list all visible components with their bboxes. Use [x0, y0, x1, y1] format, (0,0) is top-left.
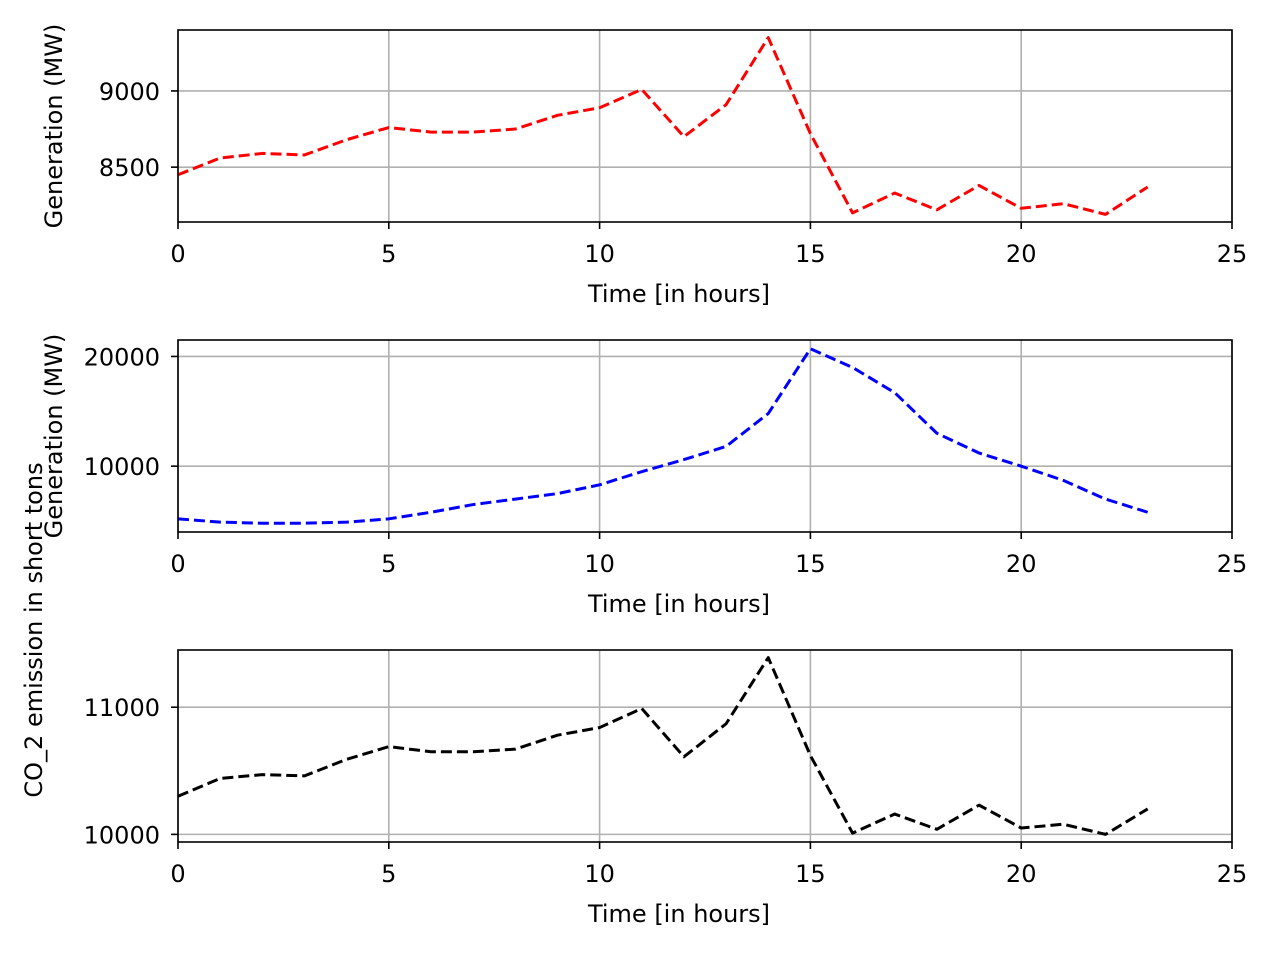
- series-line: [177, 347, 1149, 525]
- subplot-co2-emission: 0 5 10 15 20 25 10000 11000 Time [in hours] CO_2 …: [20, 462, 1247, 928]
- y-tick-label: 8500: [99, 154, 160, 182]
- x-tick-label: 20: [1006, 860, 1037, 888]
- x-tick-label: 0: [170, 240, 185, 268]
- x-tick-label: 0: [170, 550, 185, 578]
- x-tick-label: 10: [584, 550, 615, 578]
- x-tick-label: 10: [584, 860, 615, 888]
- y-tick-label: 11000: [84, 694, 160, 722]
- y-tick-label: 9000: [99, 78, 160, 106]
- subplot-generation-red: 0 5 10 15 20 25 8500 9000 Time [in hours] Generat…: [40, 24, 1247, 308]
- x-tick-label: 5: [381, 240, 396, 268]
- y-tick-label: 10000: [84, 821, 160, 849]
- axes-frame: [177, 649, 1233, 843]
- y-axis-label: Generation (MW): [40, 334, 68, 539]
- x-axis-label: Time [in hours]: [587, 900, 770, 928]
- x-tick-label: 0: [170, 860, 185, 888]
- x-tick-label: 5: [381, 550, 396, 578]
- x-tick-label: 25: [1217, 860, 1248, 888]
- axes-frame: [177, 339, 1233, 533]
- x-tick-label: 20: [1006, 550, 1037, 578]
- x-tick-label: 25: [1217, 550, 1248, 578]
- x-tick-label: 20: [1006, 240, 1037, 268]
- x-tick-label: 15: [795, 240, 826, 268]
- x-tick-label: 5: [381, 860, 396, 888]
- y-axis-label: CO_2 emission in short tons: [20, 462, 48, 797]
- x-axis-label: Time [in hours]: [587, 590, 770, 618]
- y-axis-label: Generation (MW): [40, 24, 68, 229]
- x-tick-label: 10: [584, 240, 615, 268]
- x-tick-label: 25: [1217, 240, 1248, 268]
- y-tick-label: 20000: [84, 343, 160, 371]
- x-tick-label: 15: [795, 860, 826, 888]
- subplot-generation-blue: 0 5 10 15 20 25 10000 20000 Time [in hours] Gener…: [40, 334, 1247, 618]
- y-tick-label: 10000: [84, 453, 160, 481]
- axes-frame: [177, 29, 1233, 223]
- x-tick-label: 15: [795, 550, 826, 578]
- x-axis-label: Time [in hours]: [587, 280, 770, 308]
- series-line: [177, 36, 1149, 216]
- series-line: [177, 656, 1149, 836]
